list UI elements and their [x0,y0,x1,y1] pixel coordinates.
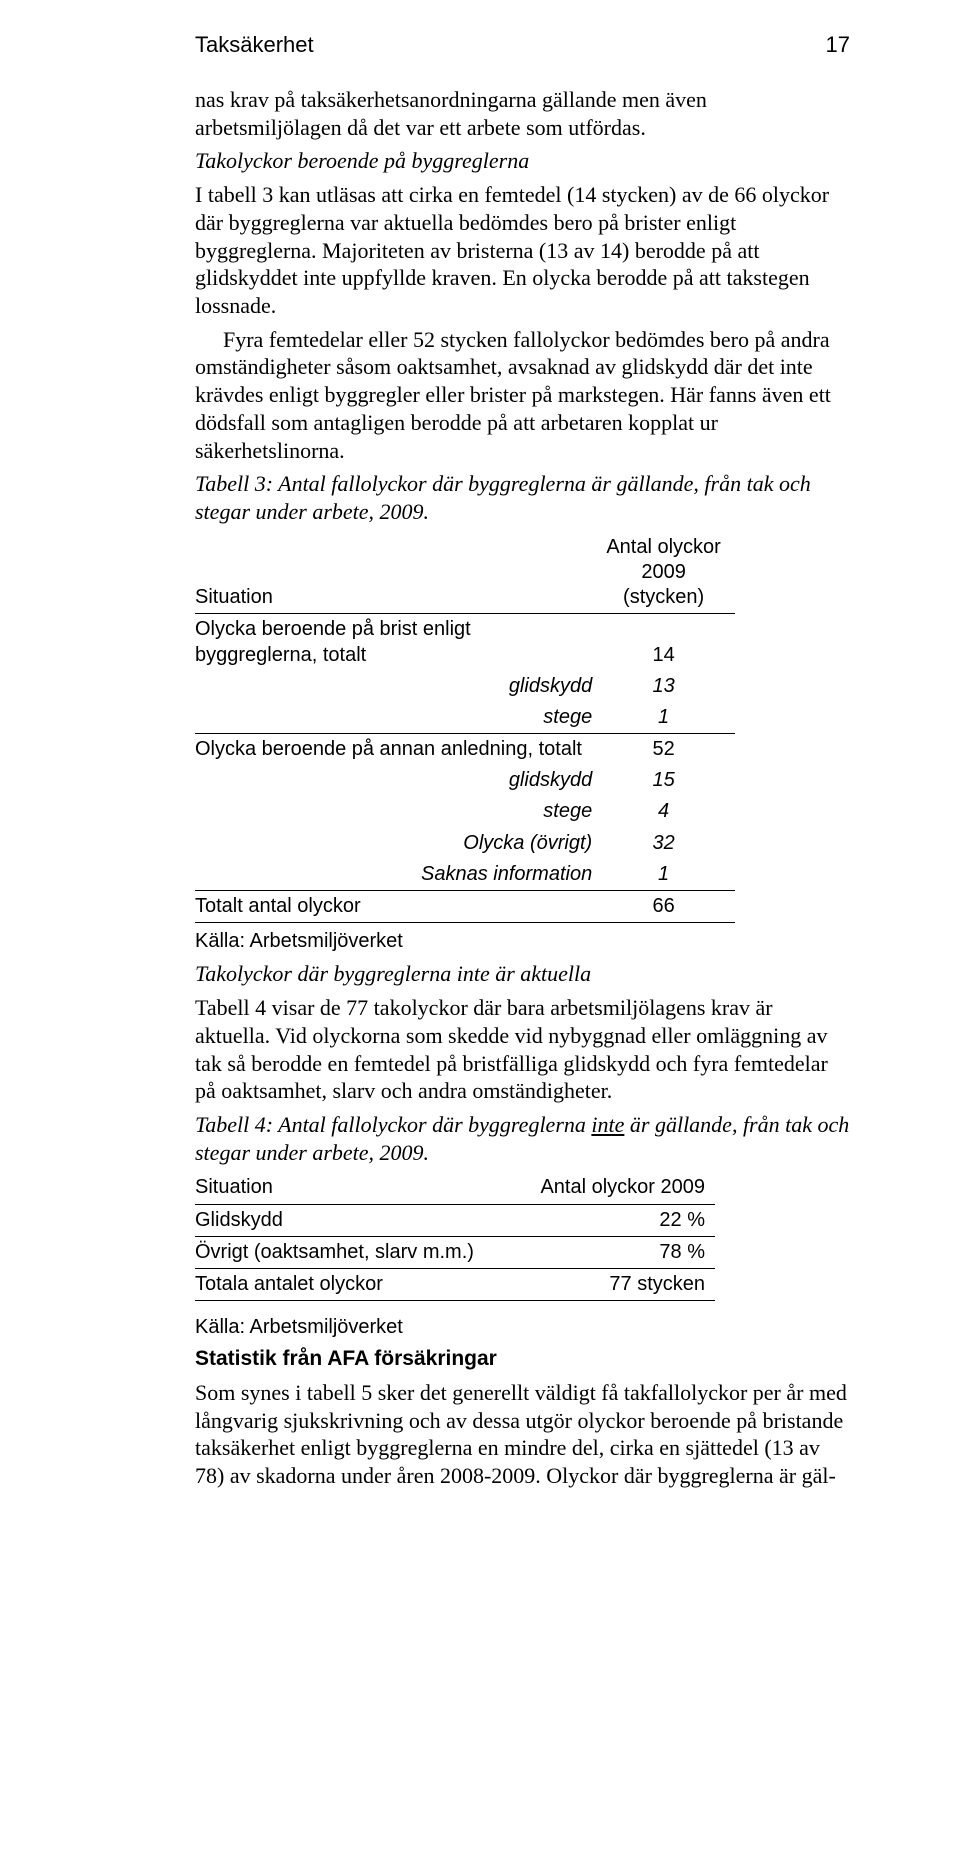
table4: Situation Antal olyckor 2009 Glidskydd 2… [195,1172,715,1301]
table4-caption-a: Tabell 4: Antal fallolyckor där byggregl… [195,1112,591,1137]
table4-row2-value: 78 % [519,1236,715,1268]
table3-row9-value: 66 [602,891,735,923]
table3-row1-value: 14 [602,614,735,671]
table4-row3-value: 77 stycken [519,1269,715,1301]
table4-row2-label: Övrigt (oaktsamhet, slarv m.m.) [195,1236,519,1268]
table3-row4-value: 52 [602,734,735,766]
section-heading-2: Takolyckor där byggreglerna inte är aktu… [195,960,850,988]
table3-col-count: Antal olyckor 2009 (stycken) [602,532,735,614]
table4-source: Källa: Arbetsmiljöverket [195,1315,850,1340]
section-heading-1: Takolyckor beroende på byggreglerna [195,147,850,175]
table4-caption-underline: inte [591,1112,624,1137]
table3-row6-label: stege [195,796,602,827]
table3-row3-label: stege [195,702,602,734]
table3-caption: Tabell 3: Antal fallolyckor där byggregl… [195,470,850,525]
table3-row5-label: glidskydd [195,765,602,796]
page-header: Taksäkerhet 17 [195,32,850,58]
table3-row2-value: 13 [602,671,735,702]
paragraph-3: Fyra femtedelar eller 52 stycken falloly… [195,326,850,465]
table3-row7-value: 32 [602,828,735,859]
table3-row9-label: Totalt antal olyckor [195,891,602,923]
table3-col-count-line1: Antal olyckor [606,536,721,558]
table4-row1-label: Glidskydd [195,1204,519,1236]
table3-row2-label: glidskydd [195,671,602,702]
table3-row5-value: 15 [602,765,735,796]
table4-row3-label: Totala antalet olyckor [195,1269,519,1301]
section-heading-3: Statistik från AFA försäkringar [195,1346,850,1372]
table3-source: Källa: Arbetsmiljöverket [195,929,850,954]
header-left: Taksäkerhet [195,32,314,58]
table3-row7-label: Olycka (övrigt) [195,828,602,859]
table3: Situation Antal olyckor 2009 (stycken) O… [195,532,735,923]
table3-row4-label: Olycka beroende på annan anledning, tota… [195,734,602,766]
table4-col-count: Antal olyckor 2009 [519,1172,715,1204]
table4-col-situation: Situation [195,1172,519,1204]
table3-row1-label: Olycka beroende på brist enligt byggregl… [195,614,602,671]
body: nas krav på taksäkerhetsanordningarna gä… [195,86,850,1490]
page: Taksäkerhet 17 nas krav på taksäkerhetsa… [0,0,960,1854]
table3-col-situation: Situation [195,532,602,614]
paragraph-1: nas krav på taksäkerhetsanordningarna gä… [195,86,850,141]
table4-caption: Tabell 4: Antal fallolyckor där byggregl… [195,1111,850,1166]
table3-row8-label: Saknas information [195,859,602,891]
table4-row1-value: 22 % [519,1204,715,1236]
table3-col-count-line2: 2009 (stycken) [623,561,704,608]
paragraph-5: Som synes i tabell 5 sker det generellt … [195,1379,850,1490]
table3-row8-value: 1 [602,859,735,891]
paragraph-2: I tabell 3 kan utläsas att cirka en femt… [195,181,850,320]
header-page-number: 17 [826,32,850,58]
table3-row6-value: 4 [602,796,735,827]
table3-row3-value: 1 [602,702,735,734]
paragraph-4: Tabell 4 visar de 77 takolyckor där bara… [195,994,850,1105]
